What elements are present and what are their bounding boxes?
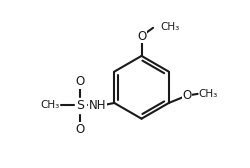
Text: NH: NH [89, 99, 106, 112]
Text: O: O [76, 123, 85, 136]
Text: S: S [76, 99, 84, 112]
Text: O: O [182, 89, 192, 102]
Text: CH₃: CH₃ [40, 100, 60, 111]
Text: CH₃: CH₃ [160, 22, 180, 32]
Text: O: O [76, 75, 85, 88]
Text: O: O [137, 30, 146, 43]
Text: CH₃: CH₃ [198, 89, 218, 99]
